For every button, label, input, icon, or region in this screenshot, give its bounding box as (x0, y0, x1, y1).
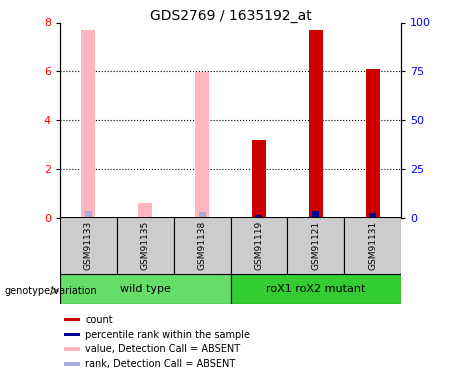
Bar (252, 140, 266, 218)
Text: roX1 roX2 mutant: roX1 roX2 mutant (266, 284, 366, 294)
Text: GSM91121: GSM91121 (311, 221, 320, 270)
Text: rank, Detection Call = ABSENT: rank, Detection Call = ABSENT (85, 359, 236, 369)
Text: GSM91119: GSM91119 (254, 221, 263, 270)
Bar (117, 217, 174, 274)
Bar (255, 214, 262, 217)
Bar (366, 69, 380, 218)
Text: genotype/variation: genotype/variation (5, 286, 97, 296)
Bar (138, 203, 152, 217)
Bar (230, 274, 401, 304)
Text: wild type: wild type (120, 284, 171, 294)
Text: percentile rank within the sample: percentile rank within the sample (85, 330, 250, 339)
Bar (312, 211, 319, 218)
Bar (230, 217, 287, 274)
Text: GSM91135: GSM91135 (141, 221, 150, 270)
Bar (64, 318, 79, 321)
Text: GSM91131: GSM91131 (368, 221, 377, 270)
Text: GDS2769 / 1635192_at: GDS2769 / 1635192_at (150, 9, 311, 23)
Bar (287, 217, 344, 274)
Bar (309, 30, 323, 217)
Bar (60, 217, 117, 274)
Bar (64, 333, 79, 336)
Text: value, Detection Call = ABSENT: value, Detection Call = ABSENT (85, 344, 241, 354)
Bar (64, 362, 79, 366)
Text: count: count (85, 315, 113, 325)
Bar (85, 211, 92, 218)
Bar (199, 211, 206, 217)
Bar (60, 274, 230, 304)
Text: GSM91138: GSM91138 (198, 221, 207, 270)
Bar (81, 30, 95, 217)
Bar (344, 217, 401, 274)
Bar (64, 348, 79, 351)
Bar (174, 217, 230, 274)
Bar (369, 213, 376, 217)
Text: GSM91133: GSM91133 (84, 221, 93, 270)
Bar (195, 72, 209, 217)
